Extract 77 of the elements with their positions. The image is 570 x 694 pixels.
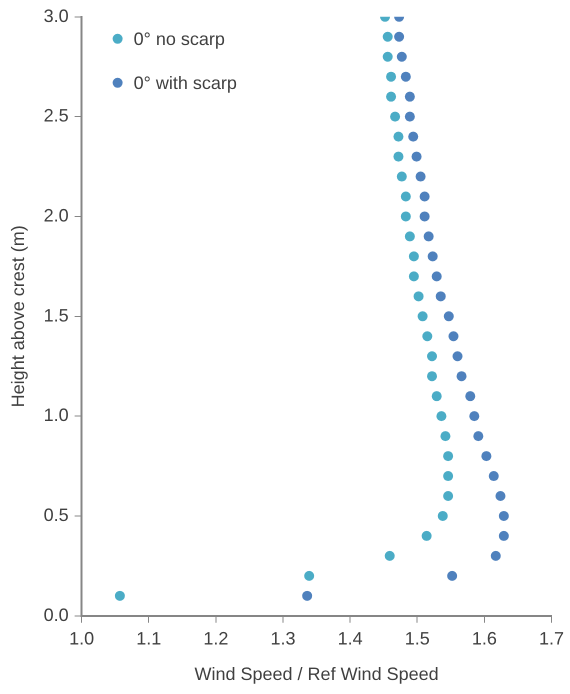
point: [400, 192, 411, 202]
point: [408, 132, 418, 142]
point: [386, 72, 396, 82]
y-tick-label: 2.0: [44, 205, 69, 226]
point: [481, 451, 492, 462]
y-tick-label: 2.5: [44, 106, 69, 126]
point: [408, 251, 419, 262]
x-tick-label: 1.6: [472, 628, 497, 649]
point: [412, 152, 422, 162]
point: [386, 92, 396, 102]
point: [400, 211, 411, 222]
point: [465, 391, 476, 402]
point: [424, 231, 434, 242]
point: [396, 52, 407, 62]
point: [390, 112, 400, 122]
point: [447, 570, 458, 581]
point: [495, 491, 506, 501]
point: [427, 371, 438, 382]
point: [422, 331, 432, 342]
point: [498, 530, 509, 541]
point: [427, 351, 438, 362]
point: [432, 391, 442, 402]
point: [304, 570, 314, 581]
point: [382, 52, 393, 62]
y-tick-label: 1.5: [44, 305, 69, 326]
point: [418, 311, 428, 322]
point: [420, 211, 430, 222]
point: [422, 530, 432, 541]
point: [396, 172, 407, 182]
y-axis-title: Height above crest (m): [8, 225, 28, 408]
point: [440, 431, 450, 442]
point: [473, 431, 484, 442]
legend-label: 0° with scarp: [134, 72, 237, 93]
point: [394, 32, 404, 42]
x-tick-label: 1.2: [203, 628, 228, 649]
x-tick-label: 1.3: [270, 628, 296, 649]
point: [452, 351, 463, 362]
point: [302, 590, 312, 601]
point: [404, 231, 415, 242]
y-tick-label: 3.0: [44, 6, 69, 26]
point: [498, 510, 509, 521]
x-tick-label: 1.1: [136, 628, 162, 649]
point: [384, 550, 395, 561]
point: [414, 291, 424, 302]
point: [448, 331, 458, 342]
point: [432, 271, 442, 282]
point: [400, 72, 411, 82]
x-tick-label: 1.0: [69, 628, 94, 649]
point: [443, 451, 454, 462]
point: [420, 192, 430, 202]
x-tick-label: 1.5: [404, 628, 430, 649]
point: [428, 251, 438, 262]
point: [443, 471, 454, 482]
point: [436, 291, 446, 302]
point: [456, 371, 467, 382]
point: [114, 590, 125, 601]
point: [382, 32, 393, 42]
point: [416, 172, 426, 182]
point: [408, 271, 419, 282]
point: [438, 510, 448, 521]
y-tick-label: 1.0: [44, 405, 69, 426]
point: [443, 491, 454, 501]
point: [436, 411, 446, 422]
x-tick-label: 1.7: [538, 628, 564, 649]
point: [469, 411, 480, 422]
x-tick-label: 1.4: [338, 628, 363, 649]
x-axis-title: Wind Speed / Ref Wind Speed: [194, 664, 439, 684]
point: [488, 471, 499, 482]
point: [393, 152, 404, 162]
y-tick-label: 0.5: [44, 504, 69, 525]
y-tick-label: 0.0: [44, 604, 69, 625]
legend-label: 0° no scarp: [134, 28, 225, 49]
point: [444, 311, 454, 322]
point: [490, 550, 501, 561]
point: [393, 132, 404, 142]
point: [404, 92, 415, 102]
point: [404, 112, 415, 122]
